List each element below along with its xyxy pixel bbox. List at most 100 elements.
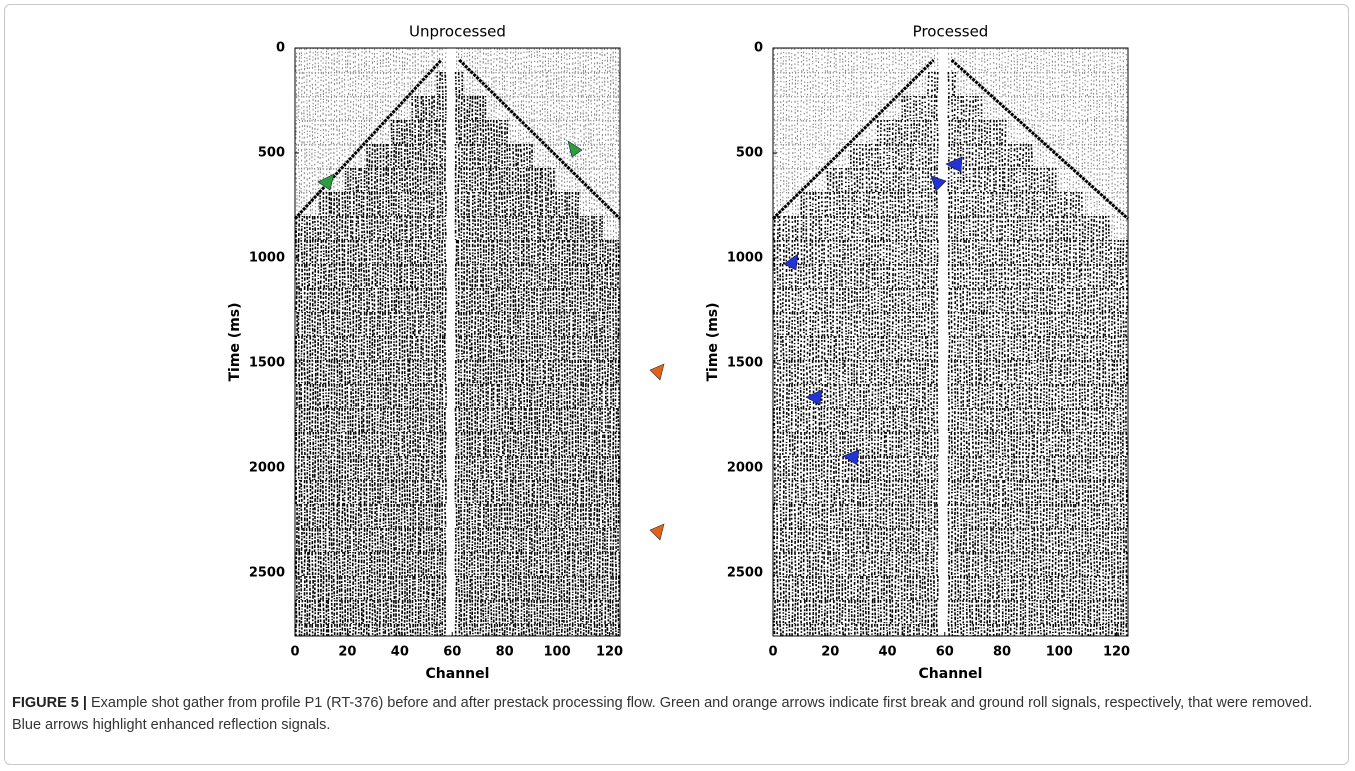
trace: [613, 72, 614, 96]
trace: [922, 360, 923, 384]
trace: [345, 216, 346, 240]
trace: [901, 288, 902, 312]
trace: [383, 216, 384, 240]
trace: [818, 96, 819, 120]
trace: [310, 624, 311, 636]
trace: [429, 288, 430, 312]
trace: [815, 504, 816, 528]
trace: [518, 576, 519, 600]
trace: [344, 504, 345, 528]
trace: [407, 168, 408, 192]
trace: [925, 384, 926, 408]
trace: [559, 144, 560, 168]
trace: [442, 432, 443, 456]
trace: [586, 168, 587, 192]
trace: [394, 528, 395, 552]
trace: [513, 552, 514, 576]
trace: [502, 528, 503, 552]
trace: [880, 240, 881, 264]
trace: [315, 480, 316, 504]
trace: [529, 504, 530, 528]
trace: [816, 480, 817, 504]
trace: [815, 144, 816, 168]
trace: [777, 144, 778, 168]
trace: [999, 96, 1000, 120]
trace: [432, 600, 433, 624]
trace: [978, 264, 979, 288]
trace: [602, 264, 603, 288]
trace: [415, 504, 416, 528]
trace: [952, 624, 953, 636]
trace: [806, 408, 807, 432]
trace: [990, 528, 991, 552]
trace: [837, 528, 838, 552]
trace: [329, 72, 330, 96]
trace: [951, 432, 952, 456]
trace: [839, 624, 840, 636]
trace: [588, 624, 589, 636]
trace: [352, 552, 353, 576]
trace: [572, 72, 573, 96]
trace: [423, 600, 424, 624]
trace: [361, 384, 362, 408]
trace: [325, 120, 326, 144]
trace: [928, 312, 929, 336]
trace: [976, 144, 977, 168]
trace: [363, 72, 364, 96]
trace: [507, 168, 508, 192]
trace: [916, 600, 917, 624]
trace: [383, 48, 384, 72]
trace: [810, 336, 811, 360]
trace: [969, 216, 970, 240]
trace: [605, 264, 606, 288]
trace: [372, 576, 373, 600]
trace: [344, 312, 345, 336]
trace: [553, 216, 554, 240]
trace: [380, 72, 381, 96]
trace: [393, 96, 394, 120]
trace: [499, 144, 500, 168]
trace: [825, 288, 826, 312]
trace: [375, 360, 376, 384]
trace: [488, 576, 489, 600]
trace: [908, 480, 909, 504]
trace: [496, 432, 497, 456]
trace: [860, 192, 861, 216]
trace: [390, 240, 391, 264]
trace: [895, 288, 896, 312]
trace: [561, 504, 562, 528]
trace: [863, 600, 864, 624]
trace: [556, 504, 557, 528]
trace: [1025, 168, 1026, 192]
trace: [486, 168, 487, 192]
trace: [937, 624, 938, 636]
trace: [789, 528, 790, 552]
trace: [827, 48, 828, 72]
trace: [488, 72, 489, 96]
trace: [483, 216, 484, 240]
trace: [865, 600, 866, 624]
trace: [391, 408, 392, 432]
trace: [851, 240, 852, 264]
trace: [1011, 120, 1012, 144]
trace: [445, 72, 446, 96]
trace: [409, 96, 410, 120]
trace: [872, 240, 873, 264]
trace: [597, 408, 598, 432]
trace: [377, 216, 378, 240]
trace: [301, 168, 302, 192]
trace: [866, 120, 867, 144]
trace: [807, 168, 808, 192]
trace: [957, 528, 958, 552]
trace: [485, 528, 486, 552]
trace: [312, 408, 313, 432]
trace: [540, 456, 541, 480]
trace: [951, 336, 952, 360]
trace: [1019, 144, 1020, 168]
trace: [440, 600, 441, 624]
trace: [801, 552, 802, 576]
trace: [534, 552, 535, 576]
trace: [556, 360, 557, 384]
trace: [296, 240, 297, 264]
trace: [518, 624, 519, 636]
